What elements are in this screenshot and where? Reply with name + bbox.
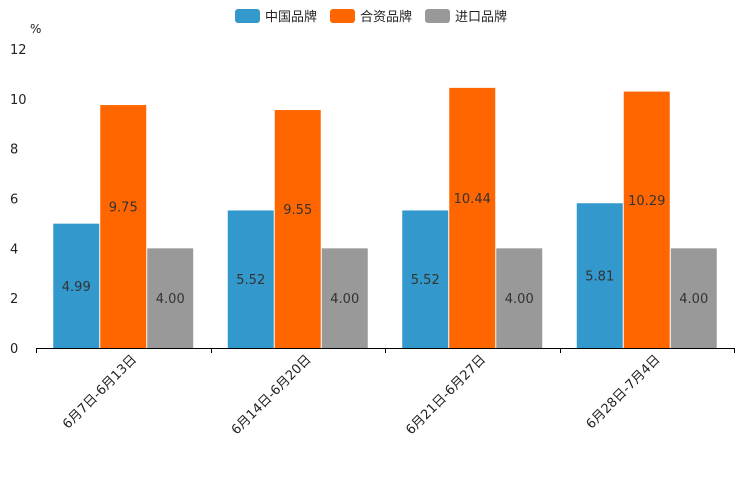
legend-label-3[interactable]: 进口品牌 [455,9,507,25]
y-tick-label: 8 [10,143,18,158]
bar-3-3[interactable] [496,248,543,348]
y-tick-label: 6 [10,193,18,208]
data-label: 4.00 [330,292,359,307]
data-label: 9.75 [109,201,138,216]
legend-label-1[interactable]: 中国品牌 [265,9,317,25]
legend-swatch-1[interactable] [235,9,260,23]
bar-3-2[interactable] [321,248,368,348]
y-tick-label: 0 [10,342,18,357]
y-axis-unit-label: % [30,22,41,36]
x-axis: 6月7日-6月13日 6月14日-6月20日 6月21日-6月27日 6月28日-7月… [36,348,735,438]
x-category-label: 6月7日-6月13日 [60,352,140,432]
x-category-label: 6月21日-6月27日 [403,352,489,438]
data-label: 4.99 [62,280,91,295]
bar-2-2[interactable] [274,110,321,348]
data-label: 9.55 [283,203,312,218]
x-category-label: 6月28日-7月4日 [584,352,664,432]
data-label: 5.81 [585,270,614,285]
bar-1-4[interactable] [576,203,623,348]
bar-3-1[interactable] [147,248,194,348]
bar-2-4[interactable] [623,91,670,349]
data-label: 10.44 [454,192,491,207]
data-label: 10.29 [628,194,665,209]
y-tick-label: 12 [10,43,27,58]
legend-label-2[interactable]: 合资品牌 [360,9,412,25]
bar-3-4[interactable] [670,248,717,348]
legend-swatch-2[interactable] [330,9,355,23]
data-label: 4.00 [505,292,534,307]
bar-2-3[interactable] [449,87,496,349]
y-tick-label: 2 [10,292,18,307]
bar-1-1[interactable] [53,223,100,348]
bar-1-3[interactable] [402,210,449,348]
y-axis: 0 2 4 6 8 10 12 [10,43,27,357]
bars: 4.99 9.75 4.00 5.52 9.55 4.00 5.52 10.44 4.00 5.8… [53,87,717,349]
x-category-label: 6月14日-6月20日 [229,352,315,438]
bar-1-2[interactable] [227,210,274,348]
data-label: 4.00 [156,292,185,307]
bar-2-1[interactable] [100,105,147,348]
legend: 中国品牌 合资品牌 进口品牌 [235,9,507,25]
data-label: 5.52 [236,273,265,288]
y-tick-label: 4 [10,242,18,257]
data-label: 5.52 [411,273,440,288]
legend-swatch-3[interactable] [425,9,450,23]
y-tick-label: 10 [10,93,27,108]
data-label: 4.00 [679,292,708,307]
